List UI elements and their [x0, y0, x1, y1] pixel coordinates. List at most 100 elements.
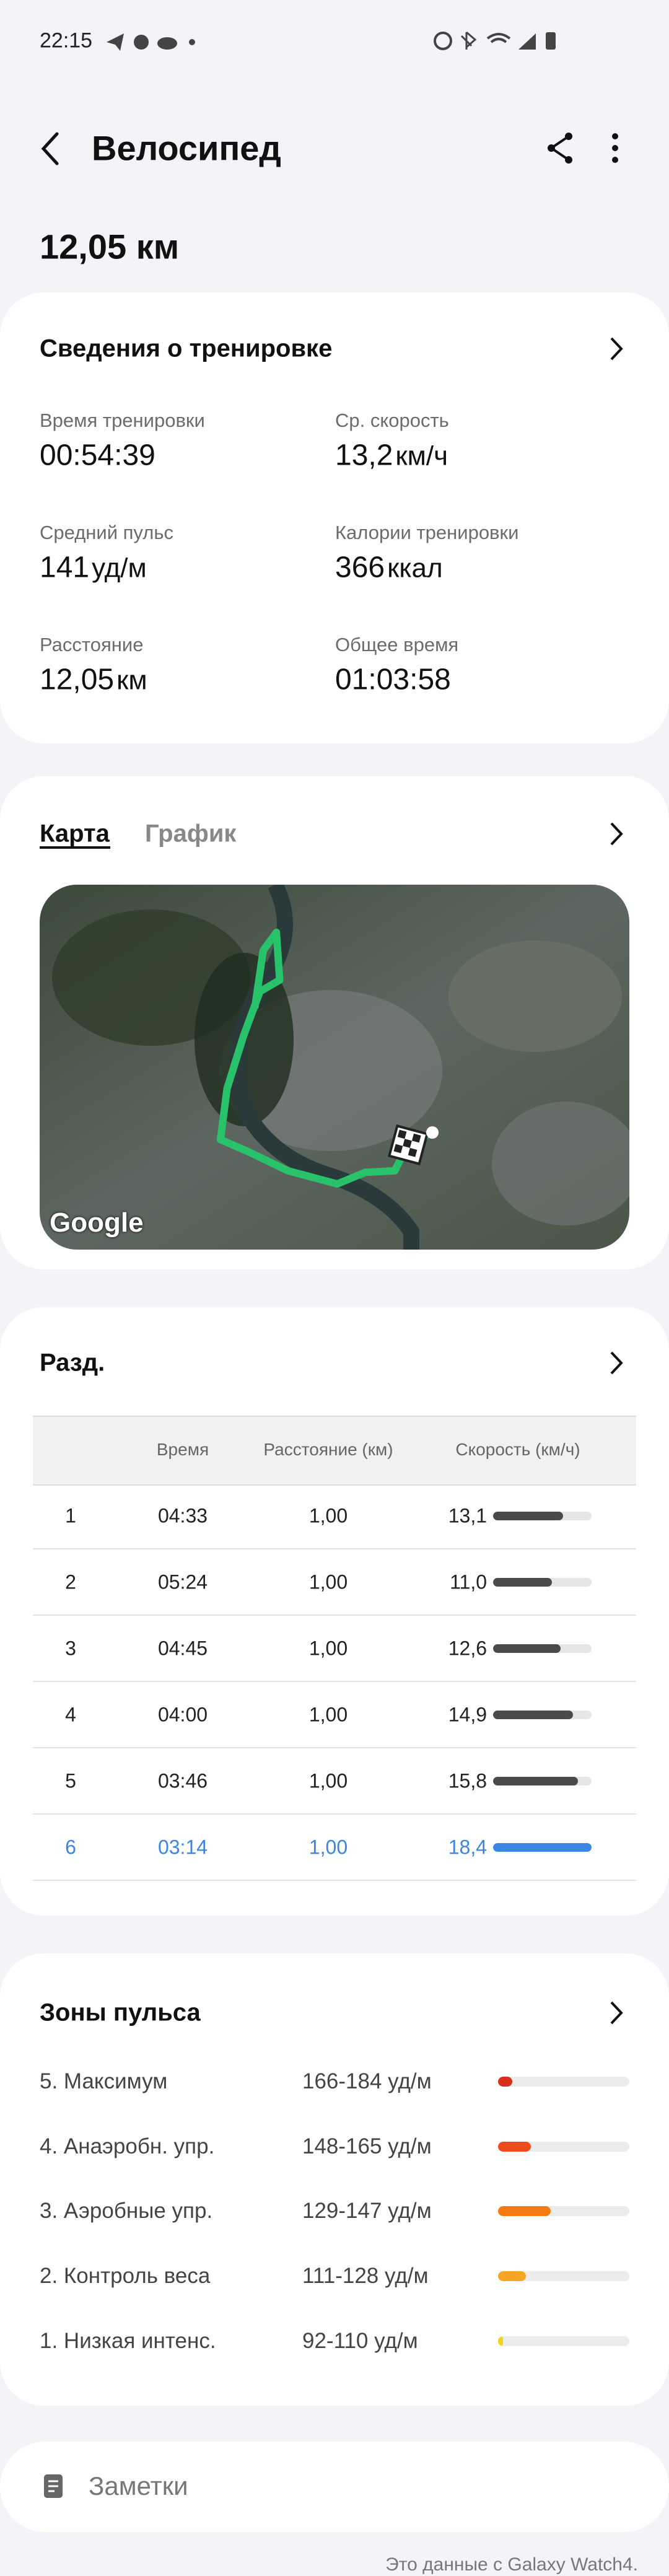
split-index: 3 — [65, 1637, 76, 1660]
open-chevron[interactable] — [608, 1351, 624, 1375]
speed-bar — [493, 1644, 561, 1653]
speed-bar — [493, 1512, 564, 1520]
table-row-divider — [33, 1813, 636, 1815]
stat-unit: уд/м — [92, 553, 147, 584]
more-button[interactable] — [607, 131, 623, 165]
stat-value-row: 00:54:39 — [40, 439, 155, 473]
split-speed: 15,8 — [448, 1769, 487, 1792]
share-button[interactable] — [545, 131, 576, 165]
split-time: 05:24 — [157, 1571, 208, 1593]
card-title: Зоны пульса — [40, 1999, 201, 2026]
zones-card — [0, 1953, 669, 2406]
splits-card — [0, 1307, 669, 1916]
table-row-divider — [33, 1747, 636, 1748]
status-time: 22:15 — [40, 28, 93, 53]
open-chevron[interactable] — [608, 336, 624, 361]
open-chevron[interactable] — [608, 2000, 624, 2025]
speed-bar-track — [493, 1578, 592, 1587]
status-icons-left — [107, 33, 195, 51]
zone-range: 148-165 уд/м — [302, 2134, 432, 2158]
table-column-header: Расстояние (км) — [263, 1440, 393, 1459]
table-header — [33, 1416, 636, 1486]
open-chevron[interactable] — [608, 821, 624, 846]
speed-bar-track — [493, 1512, 592, 1520]
zone-range: 92-110 уд/м — [302, 2328, 418, 2353]
stat-unit: км — [116, 665, 147, 696]
back-button[interactable] — [38, 131, 63, 166]
split-time: 04:00 — [157, 1703, 208, 1726]
zone-bar — [498, 2206, 551, 2217]
speed-bar — [493, 1578, 553, 1587]
split-index: 5 — [65, 1769, 76, 1792]
zone-bar-track — [498, 2141, 629, 2152]
zone-bar — [498, 2336, 504, 2346]
tab-map[interactable]: Карта — [40, 820, 110, 848]
zone-range: 111-128 уд/м — [302, 2264, 429, 2289]
table-row-divider — [33, 1880, 636, 1881]
zone-name: 2. Контроль веса — [40, 2264, 211, 2289]
stat-value-row: 141уд/м — [40, 551, 147, 585]
speed-bar-track — [493, 1843, 592, 1852]
zone-bar-track — [498, 2206, 629, 2217]
zone-bar — [498, 2077, 513, 2087]
table-column-header: Время — [156, 1440, 209, 1459]
footer-note: Это данные с Galaxy Watch4. — [385, 2554, 638, 2575]
stat-unit: км/ч — [395, 440, 448, 471]
split-distance: 1,00 — [308, 1504, 348, 1527]
split-index: 1 — [65, 1504, 76, 1527]
stat-value: 00:54:39 — [40, 439, 155, 472]
split-speed: 11,0 — [450, 1571, 487, 1593]
total-distance: 12,05 км — [40, 227, 180, 266]
stat-value: 141 — [40, 551, 90, 584]
stat-value: 01:03:58 — [335, 663, 451, 696]
card-title: Сведения о тренировке — [40, 335, 333, 362]
stat-value-row: 366ккал — [335, 551, 443, 585]
zone-bar-track — [498, 2271, 629, 2282]
notes-card[interactable] — [0, 2442, 669, 2532]
zone-name: 3. Аэробные упр. — [40, 2199, 213, 2223]
zone-range: 129-147 уд/м — [302, 2199, 432, 2223]
zone-name: 4. Анаэробн. упр. — [40, 2134, 215, 2158]
split-distance: 1,00 — [308, 1703, 348, 1726]
summary-card — [0, 292, 669, 743]
stat-unit: ккал — [387, 553, 443, 584]
stat-value: 13,2 — [335, 439, 393, 472]
page-title: Велосипед — [92, 128, 281, 168]
notes-icon — [44, 2474, 63, 2498]
split-speed: 12,6 — [448, 1637, 487, 1660]
split-speed: 14,9 — [448, 1703, 487, 1726]
table-column-header: Скорость (км/ч) — [455, 1440, 580, 1459]
split-speed: 18,4 — [448, 1836, 487, 1859]
speed-bar-track — [493, 1644, 592, 1653]
split-time: 04:33 — [157, 1504, 208, 1527]
split-index: 2 — [65, 1571, 76, 1593]
split-distance: 1,00 — [308, 1836, 348, 1859]
speed-bar-track — [493, 1777, 592, 1785]
notes-label: Заметки — [89, 2471, 188, 2500]
speed-bar-track — [493, 1711, 592, 1719]
stat-value-row: 12,05км — [40, 663, 147, 697]
chevron-shape — [610, 1351, 623, 1375]
stat-value-row: 01:03:58 — [335, 663, 451, 697]
map-image — [40, 885, 629, 1250]
split-time: 04:45 — [157, 1637, 208, 1660]
speed-bar — [493, 1711, 573, 1719]
tab-graph[interactable]: График — [145, 820, 237, 848]
table-row-divider — [33, 1681, 636, 1682]
map-attribution: Google — [50, 1207, 144, 1238]
route-line — [216, 929, 432, 1188]
tab-underline — [40, 846, 110, 849]
chevron-shape — [610, 2001, 623, 2025]
zone-range: 166-184 уд/м — [302, 2069, 432, 2093]
card-title: Разд. — [40, 1349, 105, 1377]
zone-bar-track — [498, 2077, 629, 2087]
chevron-shape — [610, 337, 623, 361]
split-distance: 1,00 — [308, 1637, 348, 1660]
map[interactable]: Google — [40, 885, 629, 1250]
split-time: 03:46 — [157, 1769, 208, 1792]
stat-value: 12,05 — [40, 663, 115, 696]
zone-bar — [498, 2141, 531, 2152]
speed-bar — [493, 1777, 578, 1785]
stat-label: Калории тренировки — [335, 522, 519, 543]
